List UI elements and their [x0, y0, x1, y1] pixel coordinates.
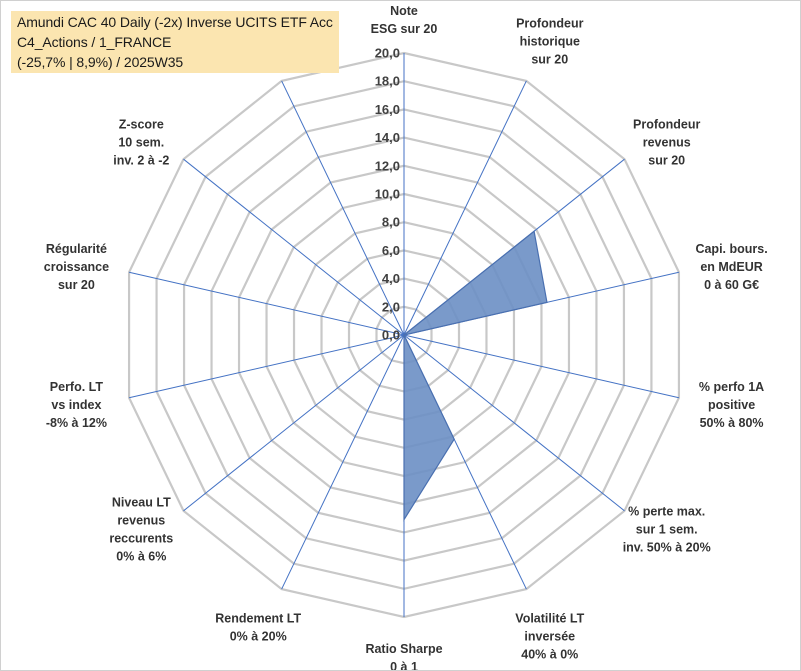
tick-label-9: 18,0	[375, 74, 400, 89]
axis-label-line: Profondeur	[516, 17, 583, 31]
axis-label-line: sur 20	[58, 278, 95, 292]
axis-label-line: sur 20	[531, 53, 568, 67]
axis-label-line: 0% à 20%	[230, 629, 287, 643]
axis-label-line: Niveau LT	[112, 495, 171, 509]
series-area-0	[403, 230, 548, 522]
axis-label-line: reccurents	[109, 531, 173, 545]
spoke-niveau-lt-revenus	[183, 334, 405, 512]
axis-label-perte-max: % perte max. sur 1 sem. inv. 50% à 20%	[623, 504, 711, 554]
spoke-perfo-1a	[403, 334, 680, 399]
chart-title-line-2: C4_Actions / 1_FRANCE	[17, 34, 172, 50]
axis-label-line: 10 sem.	[118, 136, 164, 150]
axis-label-line: 0 à 1	[390, 660, 418, 670]
spoke-regularite-croissance	[128, 271, 405, 336]
axis-label-line: Perfo. LT	[50, 380, 104, 394]
tick-label-6: 12,0	[375, 158, 400, 173]
chart-title-line-1: Amundi CAC 40 Daily (-2x) Inverse UCITS …	[17, 14, 333, 30]
axis-label-line: sur 20	[648, 154, 685, 168]
axis-label-profondeur-historique: Profondeur historique sur 20	[516, 17, 583, 67]
axis-label-perfo-1a: % perfo 1A positive 50% à 80%	[699, 380, 764, 430]
spoke-momentum	[281, 80, 405, 336]
axis-label-line: ESG sur 20	[371, 22, 438, 36]
axis-label-line: Ratio Sharpe	[365, 642, 442, 656]
axis-label-niveau-lt-revenus: Niveau LT revenus reccurents 0% à 6%	[109, 495, 173, 563]
axis-label-line: revenus	[643, 136, 691, 150]
axis-label-line: Capi. bours.	[695, 242, 767, 256]
axis-label-line: Profondeur	[633, 118, 700, 132]
axis-label-rendement-lt: Rendement LT 0% à 20%	[215, 611, 301, 643]
axis-label-line: inversée	[524, 629, 575, 643]
tick-label-2: 4,0	[382, 271, 400, 286]
axis-label-profondeur-revenus: Profondeur revenus sur 20	[633, 118, 700, 168]
axis-label-line: 0% à 6%	[116, 549, 166, 563]
axis-label-line: 40% à 0%	[521, 647, 578, 661]
tick-label-5: 10,0	[375, 187, 400, 202]
spoke-rendement-lt	[281, 334, 405, 590]
axis-label-line: % perfo 1A	[699, 380, 764, 394]
chart-title-box: Amundi CAC 40 Daily (-2x) Inverse UCITS …	[11, 11, 339, 73]
axis-label-line: inv. 50% à 20%	[623, 540, 711, 554]
axis-label-line: % perte max.	[628, 504, 705, 518]
spoke-perfo-lt-vs-index	[128, 334, 405, 399]
tick-label-7: 14,0	[375, 130, 400, 145]
axis-label-z-score: Z-score 10 sem. inv. 2 à -2	[113, 118, 169, 168]
axis-label-volatilite-lt: Volatilité LT inversée 40% à 0%	[515, 611, 584, 661]
axis-label-line: positive	[708, 398, 755, 412]
axis-label-note-esg: Note ESG sur 20	[371, 4, 438, 36]
axis-label-line: historique	[520, 35, 580, 49]
tick-label-3: 6,0	[382, 243, 400, 258]
axis-label-line: croissance	[44, 260, 109, 274]
axis-label-line: Régularité	[46, 242, 107, 256]
tick-label-8: 16,0	[375, 102, 400, 117]
spoke-z-score	[183, 158, 405, 336]
axis-label-line: Z-score	[119, 118, 164, 132]
tick-label-1: 2,0	[382, 299, 400, 314]
axis-label-regularite-croissance: Régularité croissance sur 20	[44, 242, 109, 292]
tick-label-10: 20,0	[375, 46, 400, 61]
radar-tick-labels: 0,0 2,0 4,0 6,0 8,0 10,0 12,0 14,0 16,0 18,0 20,0	[375, 46, 400, 343]
axis-label-line: inv. 2 à -2	[113, 154, 169, 168]
axis-label-line: -8% à 12%	[46, 416, 107, 430]
radar-series	[403, 230, 548, 522]
tick-label-0: 0,0	[382, 328, 400, 343]
axis-label-line: Note	[390, 4, 418, 18]
axis-label-line: vs index	[51, 398, 101, 412]
axis-label-line: sur 1 sem.	[636, 522, 698, 536]
axis-label-line: 0 à 60 G€	[704, 278, 759, 292]
axis-label-line: 50% à 80%	[700, 416, 764, 430]
spoke-profondeur-historique	[403, 80, 527, 336]
axis-label-line: revenus	[117, 513, 165, 527]
axis-label-line: Volatilité LT	[515, 611, 584, 625]
axis-label-line: Rendement LT	[215, 611, 301, 625]
tick-label-4: 8,0	[382, 215, 400, 230]
axis-label-line: en MdEUR	[700, 260, 763, 274]
spoke-perte-max	[403, 334, 625, 512]
axis-label-perfo-lt-vs-index: Perfo. LT vs index -8% à 12%	[46, 380, 107, 430]
chart-title-line-3: (-25,7% | 8,9%) / 2025W35	[17, 54, 184, 70]
axis-label-ratio-sharpe: Ratio Sharpe 0 à 1	[365, 642, 442, 670]
axis-label-capi-bours: Capi. bours. en MdEUR 0 à 60 G€	[695, 242, 767, 292]
